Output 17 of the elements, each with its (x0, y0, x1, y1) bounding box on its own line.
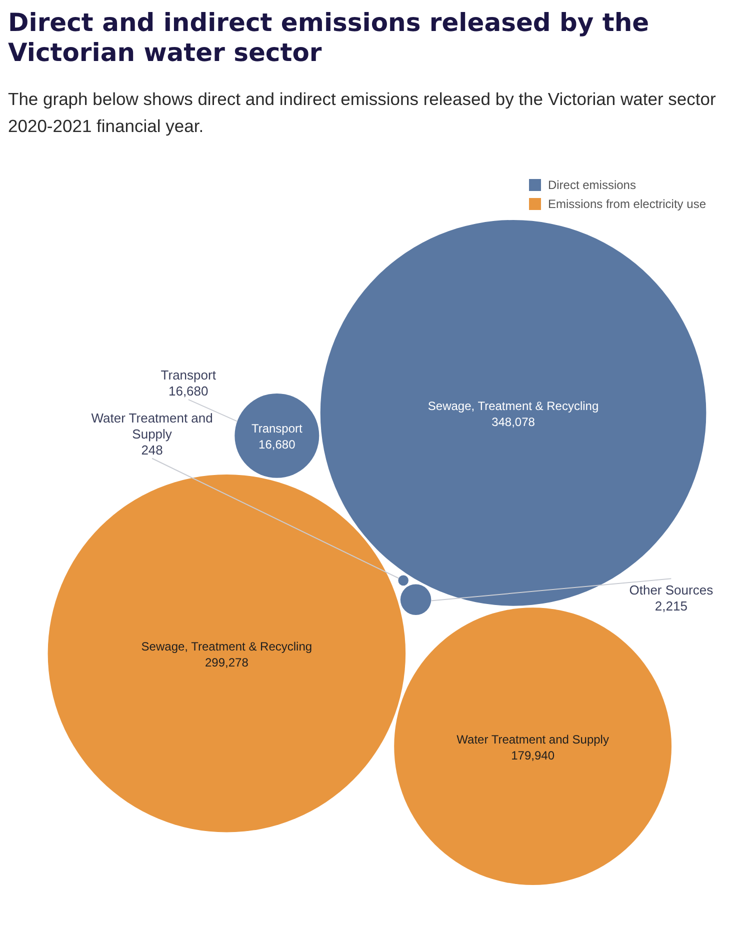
category-label: Transport (251, 422, 304, 436)
data-label: 299,278 (204, 656, 249, 670)
data-label: 248 (141, 442, 163, 458)
text: Direct and indirect emissions released by the Victorian water sector (8, 8, 650, 68)
data-label: 16,680 (258, 438, 296, 452)
text: The graph below shows direct and indirect emissions released by the Victorian water sector 2020-2021 financial year. (8, 88, 717, 138)
legend-label: Direct emissions (548, 178, 636, 192)
category-label: Sewage, Treatment & Recycling (428, 399, 599, 414)
category-label: Other Sources (629, 582, 714, 598)
category-label: Water Treatment and Supply (91, 410, 213, 442)
data-label: 179,940 (511, 748, 555, 763)
data-label: 2,215 (654, 598, 688, 614)
category-label: Water Treatment and Supply (456, 732, 609, 747)
data-label: 348,078 (492, 415, 536, 430)
text: Transport 16,680 (160, 368, 216, 399)
legend-label: Emissions from electricity use (548, 197, 706, 212)
category-label: Sewage, Treatment & Recycling (141, 640, 312, 654)
